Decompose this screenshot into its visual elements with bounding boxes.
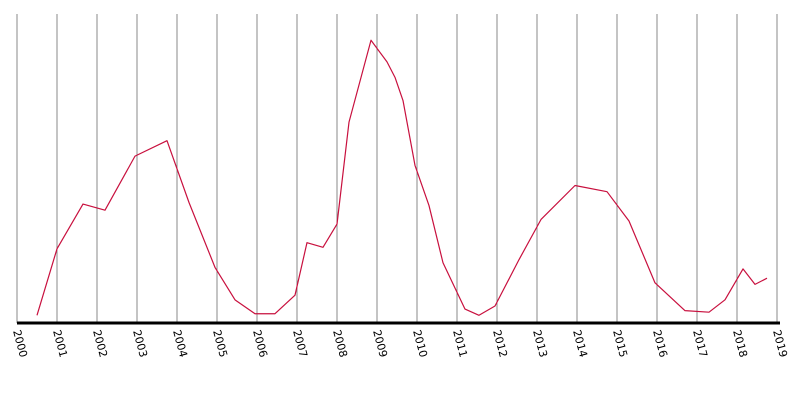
x-tick-label: 2003 bbox=[130, 328, 150, 358]
x-tick-label: 2014 bbox=[570, 328, 590, 358]
x-tick-label: 2009 bbox=[370, 328, 390, 358]
x-tick-label: 2016 bbox=[650, 328, 670, 358]
x-tick-label: 2007 bbox=[290, 328, 310, 358]
x-tick-label: 2004 bbox=[170, 328, 190, 358]
x-tick-label: 2002 bbox=[90, 328, 110, 358]
x-tick-label: 2018 bbox=[730, 328, 750, 358]
x-tick-label: 2013 bbox=[530, 328, 550, 358]
x-tick-label: 2011 bbox=[450, 328, 470, 358]
series-line-0 bbox=[36, 39, 768, 316]
x-tick-label: 2010 bbox=[410, 328, 430, 358]
x-tick-labels: 2000 2001 2002 2003 2004 2005 2006 2007 2008 2009… bbox=[10, 328, 790, 358]
x-tick-label: 2001 bbox=[50, 328, 70, 358]
x-tick-label: 2005 bbox=[210, 328, 230, 358]
x-tick-label: 2006 bbox=[250, 328, 270, 358]
x-tick-label: 2012 bbox=[490, 328, 510, 358]
x-tick-label: 2017 bbox=[690, 328, 710, 358]
series-group bbox=[36, 39, 768, 316]
x-tick-label: 2008 bbox=[330, 328, 350, 358]
vertical-grid bbox=[16, 14, 778, 323]
x-tick-label: 2000 bbox=[10, 328, 30, 358]
x-tick-label: 2015 bbox=[610, 328, 630, 358]
x-tick-label: 2019 bbox=[770, 328, 790, 358]
